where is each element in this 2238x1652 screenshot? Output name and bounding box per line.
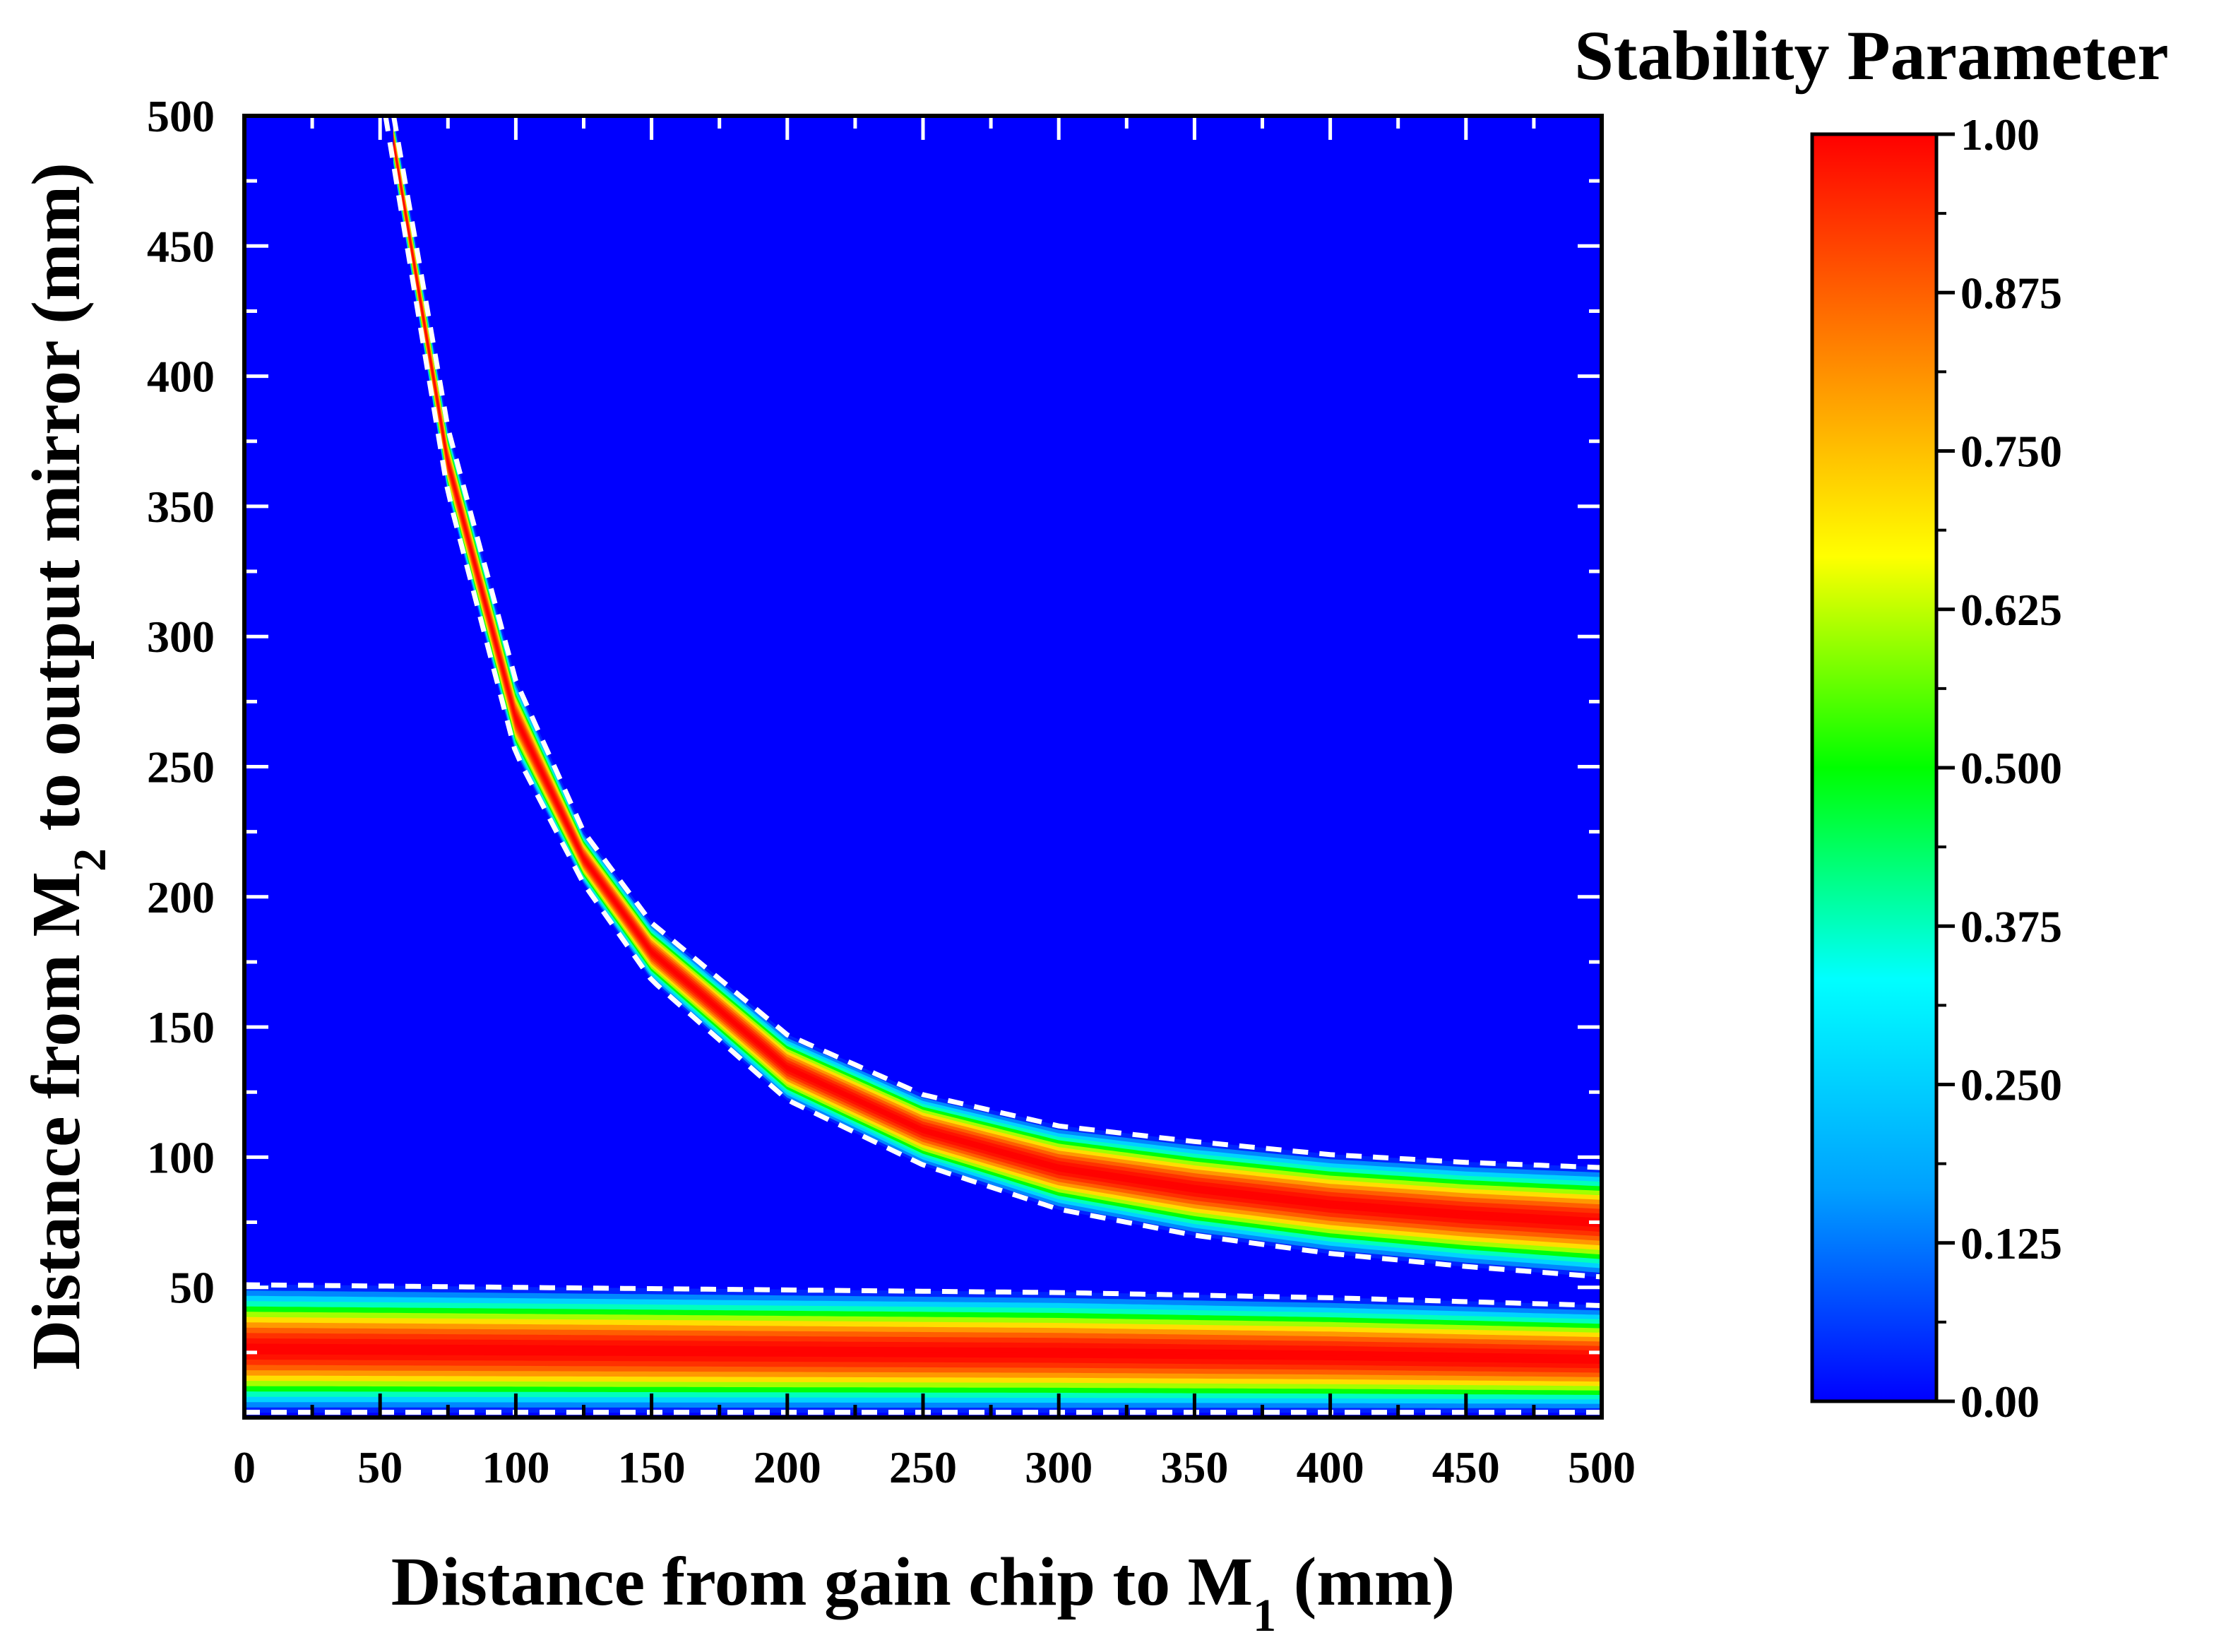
x-tick-labels: 0 50 100 150 200 250 300 350 400 450 500 xyxy=(233,1442,1636,1492)
x-axis-label-subscript: 1 xyxy=(1253,1590,1276,1641)
colorbar-tick-label: 1.00 xyxy=(1960,109,2040,160)
y-tick-label: 50 xyxy=(169,1263,215,1313)
colorbar-ticks: 1.00 0.875 0.750 0.625 0.500 0.375 0.250 0.125 0… xyxy=(1936,109,2062,1427)
x-tick-label: 300 xyxy=(1025,1442,1093,1492)
stability-boundary-line xyxy=(383,116,1601,1280)
y-axis-label: Distance from M2 to output mirror (mm) xyxy=(18,162,116,1370)
colorbar-tick-label: 0.00 xyxy=(1960,1377,2040,1427)
stability-boundary-line xyxy=(391,116,1602,1170)
colorbar-title: Stability Parameter xyxy=(1574,16,2168,95)
y-axis-label-subscript: 2 xyxy=(64,848,116,872)
y-tick-label: 350 xyxy=(147,482,215,532)
heat-stripe xyxy=(393,116,1602,1173)
y-tick-label: 500 xyxy=(147,91,215,141)
heat-stripe xyxy=(244,1284,1602,1311)
y-tick-label: 450 xyxy=(147,221,215,271)
stability-boundary-line xyxy=(244,1282,1602,1308)
x-axis-label-tail: (mm) xyxy=(1276,1544,1455,1620)
x-tick-label: 50 xyxy=(357,1442,403,1492)
colorbar-tick-label: 0.625 xyxy=(1960,585,2062,635)
x-tick-label: 350 xyxy=(1160,1442,1228,1492)
colorbar-tick-label: 0.500 xyxy=(1960,743,2062,793)
y-tick-label: 250 xyxy=(147,742,215,792)
colorbar-tick-label: 0.125 xyxy=(1960,1218,2062,1268)
y-axis-label-main: Distance from M xyxy=(18,872,95,1370)
x-tick-label: 100 xyxy=(482,1442,549,1492)
colorbar-tick-label: 0.750 xyxy=(1960,427,2062,477)
colorbar-tick-label: 0.375 xyxy=(1960,901,2062,951)
colorbar-tick-label: 0.250 xyxy=(1960,1060,2062,1110)
plot-frame xyxy=(242,114,1604,1420)
stability-boundary-layer xyxy=(244,116,1602,1415)
y-axis-label-tail: to output mirror (mm) xyxy=(18,162,95,848)
y-tick-label: 100 xyxy=(147,1132,215,1182)
x-tick-label: 400 xyxy=(1297,1442,1364,1492)
y-tick-label: 200 xyxy=(147,872,215,922)
x-tick-label: 0 xyxy=(233,1442,256,1492)
y-tick-label: 150 xyxy=(147,1002,215,1052)
x-axis-label: Distance from gain chip to M1 (mm) xyxy=(391,1544,1455,1641)
y-tick-label: 300 xyxy=(147,612,215,662)
x-tick-label: 200 xyxy=(754,1442,821,1492)
x-tick-label: 450 xyxy=(1432,1442,1500,1492)
x-tick-label: 250 xyxy=(889,1442,957,1492)
x-tick-label: 150 xyxy=(618,1442,686,1492)
x-tick-label: 500 xyxy=(1568,1442,1636,1492)
y-tick-labels: 500 450 400 350 300 250 200 150 100 50 xyxy=(147,91,215,1313)
colorbar xyxy=(1810,132,1939,1403)
y-tick-label: 400 xyxy=(147,352,215,402)
colorbar-tick-label: 0.875 xyxy=(1960,268,2062,318)
x-axis-label-main: Distance from gain chip to M xyxy=(391,1544,1253,1620)
